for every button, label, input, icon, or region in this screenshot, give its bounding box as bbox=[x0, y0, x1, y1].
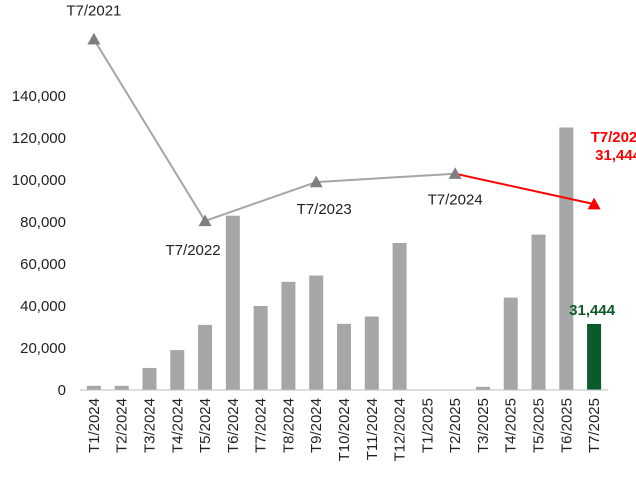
x-tick-label: T1/2025 bbox=[419, 398, 436, 453]
bar bbox=[475, 386, 490, 390]
overlay-marker-highlight bbox=[587, 197, 601, 210]
x-tick-label: T5/2024 bbox=[197, 398, 214, 453]
annotations-group: 31,444 T7/2021 T7/2022 T7/2023 T7/2024 T7/202… bbox=[66, 2, 636, 319]
x-tick-label: T10/2024 bbox=[336, 398, 353, 461]
x-axis: T1/2024 T2/2024 T3/2024 T4/2024 T5/2024 T6/20… bbox=[80, 389, 608, 461]
overlay-point-label: T7/2024 bbox=[428, 192, 483, 209]
x-tick-label: T2/2024 bbox=[114, 398, 131, 453]
x-tick-label: T6/2024 bbox=[225, 398, 242, 453]
y-axis: 0 20,000 40,000 60,000 80,000 100,000 120,000 1… bbox=[12, 88, 66, 399]
bar bbox=[86, 385, 101, 390]
bar bbox=[253, 306, 268, 390]
overlay-segment bbox=[204, 181, 317, 222]
bar bbox=[198, 324, 213, 390]
overlay-segment bbox=[93, 38, 206, 222]
overlay-marker bbox=[87, 32, 101, 45]
x-tick-label: T1/2024 bbox=[86, 398, 103, 453]
overlay-point-label: T7/2022 bbox=[166, 242, 221, 259]
overlay-marker bbox=[198, 214, 212, 227]
bar bbox=[114, 385, 129, 390]
y-tick-label: 100,000 bbox=[12, 172, 66, 189]
y-tick-label: 60,000 bbox=[20, 256, 66, 273]
x-tick-label: T2/2025 bbox=[447, 398, 464, 453]
bar bbox=[364, 316, 379, 390]
y-tick-label: 120,000 bbox=[12, 130, 66, 147]
y-tick-label: 20,000 bbox=[20, 340, 66, 357]
bar bbox=[309, 275, 324, 390]
bar bbox=[281, 281, 296, 390]
bar bbox=[337, 323, 351, 390]
overlay-point-label: T7/2021 bbox=[66, 2, 121, 19]
x-tick-label: T12/2024 bbox=[392, 398, 409, 461]
overlay-line-group bbox=[87, 32, 601, 227]
x-tick-label: T7/2025 bbox=[586, 398, 603, 453]
x-tick-label: T3/2024 bbox=[141, 398, 158, 453]
y-tick-label: 140,000 bbox=[12, 88, 66, 105]
x-tick-label: T8/2024 bbox=[280, 398, 297, 453]
y-tick-label: 80,000 bbox=[20, 214, 66, 231]
bar bbox=[170, 350, 185, 390]
overlay-point-label: T7/2023 bbox=[297, 201, 352, 218]
overlay-point-value-label: 31,444 bbox=[595, 147, 636, 164]
overlay-segment-highlight bbox=[454, 172, 595, 206]
x-tick-label: T9/2024 bbox=[308, 398, 325, 453]
x-tick-label: T11/2024 bbox=[364, 398, 381, 460]
bar-value-label: 31,444 bbox=[569, 302, 616, 319]
overlay-segment bbox=[316, 172, 456, 184]
overlay-marker bbox=[309, 175, 323, 188]
x-tick-label: T7/2024 bbox=[253, 398, 270, 453]
bar bbox=[142, 367, 157, 390]
overlay-marker bbox=[448, 167, 462, 179]
x-tick-label: T6/2025 bbox=[558, 398, 575, 453]
bar bbox=[559, 127, 574, 390]
x-tick-label: T3/2025 bbox=[475, 398, 492, 453]
overlay-point-label-highlight: T7/2025 bbox=[591, 129, 636, 146]
bar bbox=[503, 297, 518, 390]
x-tick-label: T4/2024 bbox=[169, 398, 186, 453]
bars-group bbox=[86, 127, 602, 390]
x-tick-label: T4/2025 bbox=[503, 398, 520, 453]
bar bbox=[531, 234, 546, 390]
y-tick-label: 40,000 bbox=[20, 298, 66, 315]
x-tick-label: T5/2025 bbox=[531, 398, 548, 453]
y-tick-label: 0 bbox=[58, 382, 66, 399]
bar-highlight bbox=[587, 323, 602, 390]
bar bbox=[225, 215, 240, 390]
bar bbox=[392, 243, 407, 390]
